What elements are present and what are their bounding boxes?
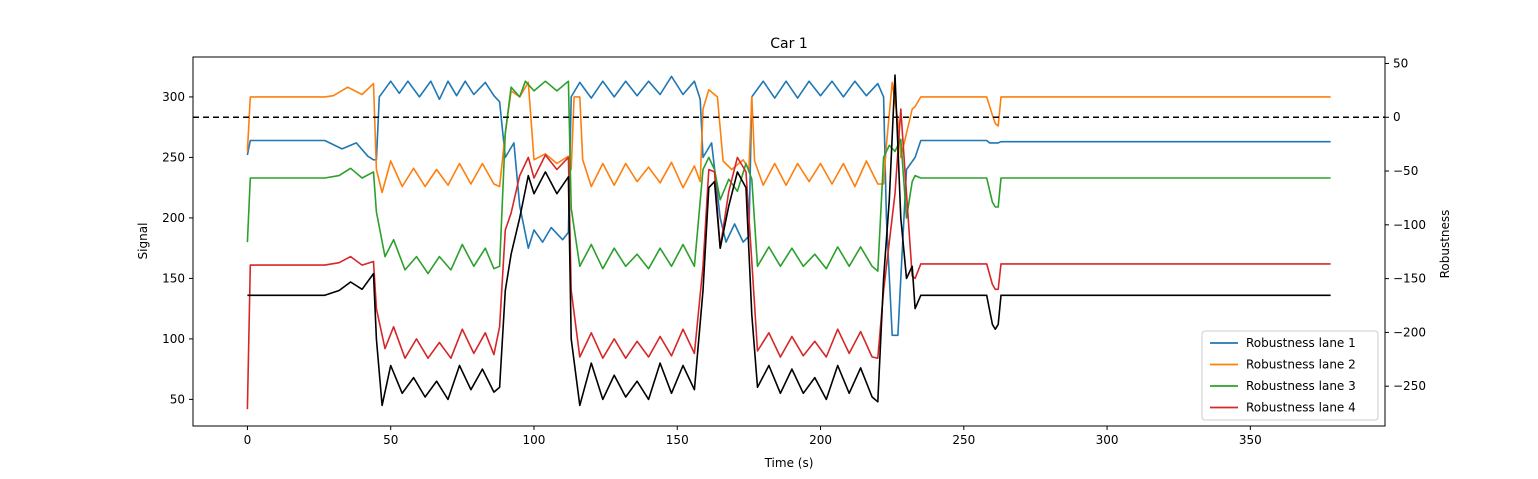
y-tick-label-right: 0 xyxy=(1393,110,1401,124)
x-tick-label: 250 xyxy=(952,433,975,447)
series-line-robustness-lane-3 xyxy=(246,80,1331,275)
y-tick-label-left: 300 xyxy=(162,90,185,104)
legend-label: Robustness lane 4 xyxy=(1246,401,1356,415)
x-tick-label: 100 xyxy=(523,433,546,447)
x-axis: 0 50 100 150 200 250 300 350 xyxy=(244,426,1262,447)
y-tick-label-right: −50 xyxy=(1393,164,1418,178)
y-axis-label-left: Signal xyxy=(136,223,150,260)
chart-title: Car 1 xyxy=(770,36,807,52)
series-line-signal-4 xyxy=(247,74,1331,407)
series-line-robustness-lane-2 xyxy=(246,81,1331,194)
y-tick-label-left: 100 xyxy=(162,332,185,346)
x-tick-label: 0 xyxy=(244,433,252,447)
legend-label: Robustness lane 2 xyxy=(1246,358,1356,372)
legend-label: Robustness lane 1 xyxy=(1246,336,1356,350)
series-layer xyxy=(246,74,1331,410)
x-tick-label: 50 xyxy=(383,433,398,447)
y-tick-label-left: 250 xyxy=(162,150,185,164)
y-axis-left: 50 100 150 200 250 300 xyxy=(162,90,193,406)
y-tick-label-left: 50 xyxy=(170,392,185,406)
y-tick-label-right: −200 xyxy=(1393,325,1426,339)
x-axis-label: Time (s) xyxy=(764,456,814,470)
y-axis-label-right: Robustness xyxy=(1438,210,1452,279)
y-tick-label-right: −150 xyxy=(1393,272,1426,286)
y-axis-right: 50 0 −50 −100 −150 −200 −250 xyxy=(1385,56,1426,393)
x-tick-label: 300 xyxy=(1096,433,1119,447)
x-tick-label: 150 xyxy=(666,433,689,447)
x-tick-label: 350 xyxy=(1239,433,1262,447)
legend-label: Robustness lane 3 xyxy=(1246,379,1356,393)
y-tick-label-right: −100 xyxy=(1393,218,1426,232)
x-tick-label: 200 xyxy=(809,433,832,447)
legend-box xyxy=(1201,330,1379,421)
y-tick-label-left: 150 xyxy=(162,271,185,285)
y-tick-label-left: 200 xyxy=(162,211,185,225)
plot-frame xyxy=(192,56,1386,427)
series-line-robustness-lane-4 xyxy=(246,108,1331,410)
y-tick-label-right: −250 xyxy=(1393,379,1426,393)
series-line-robustness-lane-1 xyxy=(246,75,1331,337)
legend: Robustness lane 1 Robustness lane 2 Robust… xyxy=(1201,330,1379,421)
y-tick-label-right: 50 xyxy=(1393,56,1408,70)
